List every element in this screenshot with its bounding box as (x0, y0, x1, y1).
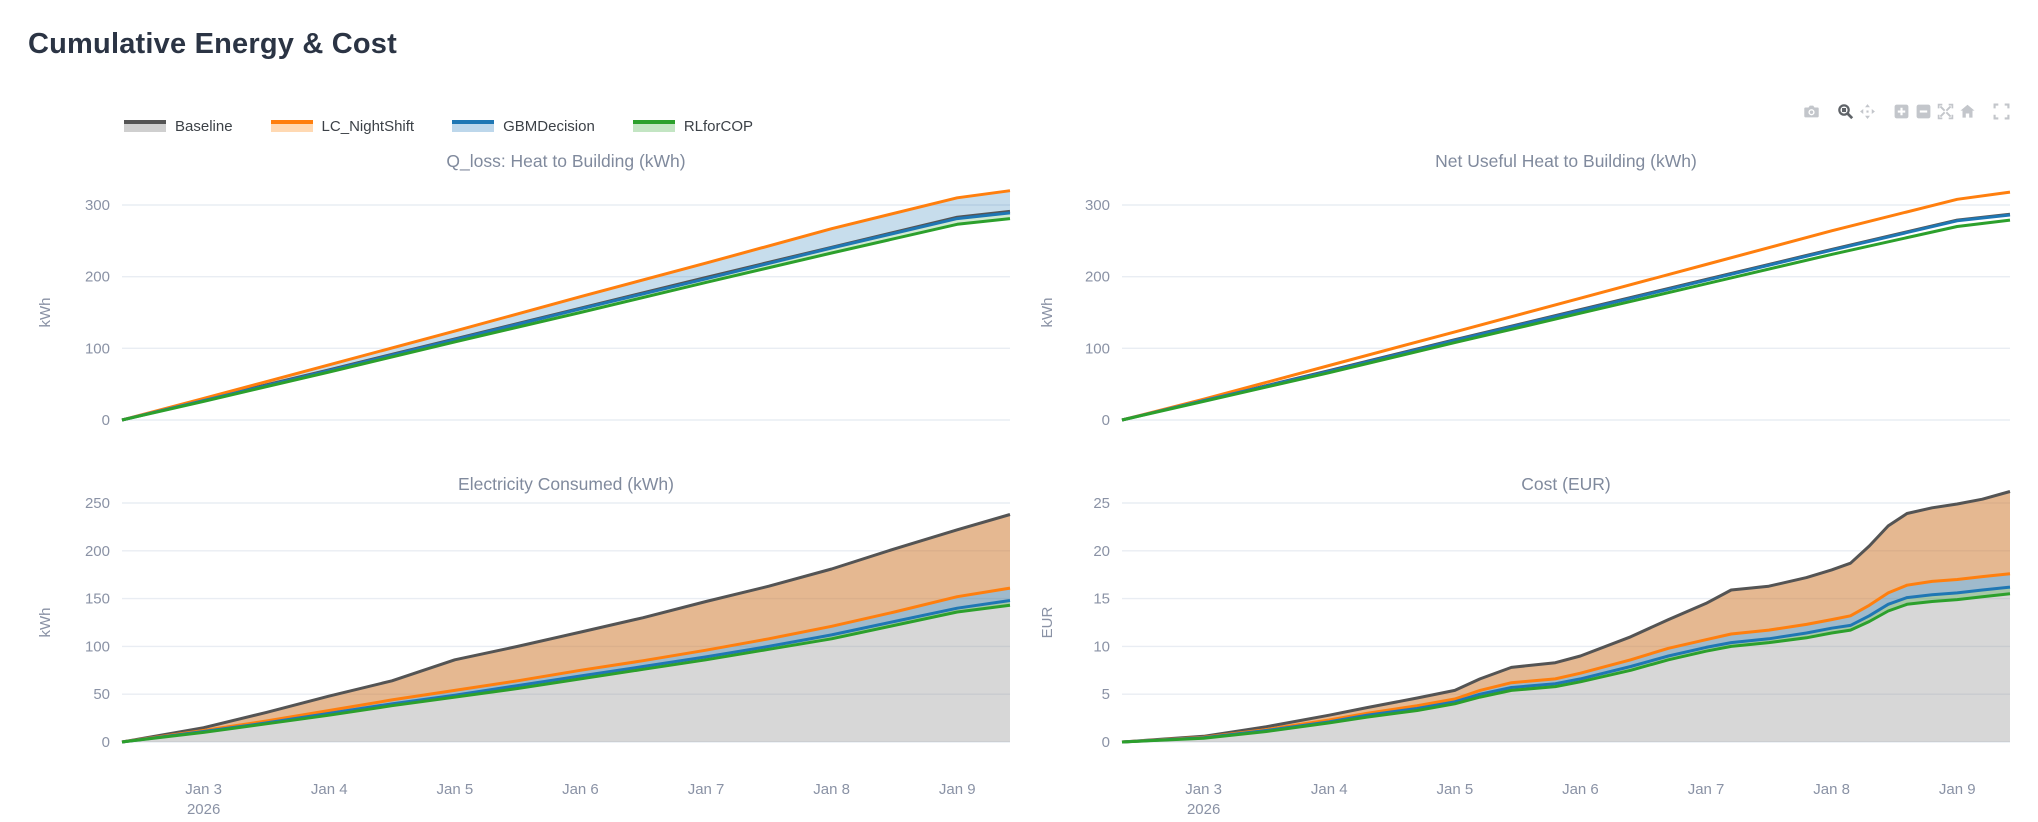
plot-area-net-useful-heat[interactable] (1122, 170, 2010, 430)
y-axis-title: kWh (37, 608, 54, 638)
autoscale-icon[interactable] (1934, 100, 1956, 122)
y-tick-label: 200 (85, 543, 110, 560)
series-fill (1122, 491, 2010, 742)
chart-cost-eur: 0 5 10 15 20 25 Cost (EUR) EUR Jan 3 2026 Jan 4 Jan… (1039, 468, 2011, 818)
series-line-lc_nightshift (1121, 572, 2011, 744)
y-tick-label: 200 (1085, 269, 1110, 286)
x-tick-label: Jan 5 (1436, 781, 1473, 798)
zoom-in-icon[interactable] (1890, 100, 1912, 122)
y-tick-label: 15 (1093, 591, 1110, 608)
plot-area-cost-eur[interactable] (1122, 468, 2010, 752)
y-tick-label: 150 (85, 591, 110, 608)
subplot-title: Net Useful Heat to Building (kWh) (1435, 151, 1697, 171)
subplot-title: Electricity Consumed (kWh) (458, 474, 674, 494)
legend-item-lc-nightshift[interactable]: LC_NightShift (270, 118, 415, 135)
y-tick-label: 50 (93, 686, 110, 703)
series-fill (122, 514, 1010, 742)
x-tick-label: Jan 9 (1939, 781, 1976, 798)
x-tick-label: Jan 7 (688, 781, 725, 798)
y-tick-label: 0 (102, 734, 110, 751)
home-icon[interactable] (1956, 100, 1978, 122)
page-title: Cumulative Energy & Cost (28, 28, 397, 60)
legend-item-baseline[interactable]: Baseline (124, 118, 233, 135)
legend-item-gbmdecision[interactable]: GBMDecision (452, 118, 595, 135)
x-tick-label: Jan 8 (1813, 781, 1850, 798)
y-tick-label: 10 (1093, 638, 1110, 655)
y-tick-label: 100 (1085, 340, 1110, 357)
chart-net-useful-heat: 0 100 200 300 Net Useful Heat to Building (k… (1039, 151, 2011, 430)
y-tick-label: 100 (85, 638, 110, 655)
y-tick-label: 0 (102, 412, 110, 429)
series-line-rlforcop (121, 603, 1011, 744)
plot-area-electricity-consumed[interactable] (122, 468, 1010, 752)
y-tick-label: 100 (85, 340, 110, 357)
legend-swatch-gbmdecision (452, 119, 495, 134)
y-tick-label: 20 (1093, 543, 1110, 560)
y-tick-label: 0 (1102, 734, 1110, 751)
series-line-rlforcop (1121, 592, 2011, 744)
series-line-gbmdecision (1121, 585, 2011, 744)
y-tick-label: 0 (1102, 412, 1110, 429)
x-tick-sublabel: 2026 (1187, 801, 1220, 818)
zoom-out-icon[interactable] (1912, 100, 1934, 122)
y-axis-title: kWh (1039, 298, 1056, 328)
x-tick-sublabel: 2026 (187, 801, 220, 818)
y-tick-label: 200 (85, 269, 110, 286)
pan-icon[interactable] (1856, 100, 1878, 122)
x-tick-label: Jan 9 (939, 781, 976, 798)
legend: Baseline LC_NightShift GBMDecision RLforCOP (124, 118, 753, 135)
x-tick-label: Jan 4 (1311, 781, 1348, 798)
chart-q-loss-heat: 0 100 200 300 Q_loss: Heat to Building (kWh)… (37, 151, 1011, 430)
camera-icon[interactable] (1800, 100, 1822, 122)
legend-item-rlforcop[interactable]: RLforCOP (632, 118, 753, 135)
series-line-rlforcop (121, 217, 1011, 422)
modebar (1800, 100, 2012, 122)
x-tick-label: Jan 8 (813, 781, 850, 798)
series-line-baseline (121, 513, 1011, 744)
zoom-icon[interactable] (1834, 100, 1856, 122)
x-tick-label: Jan 5 (436, 781, 473, 798)
y-axis-title: kWh (37, 298, 54, 328)
x-tick-label: Jan 4 (311, 781, 348, 798)
subplot-title: Cost (EUR) (1521, 474, 1610, 494)
y-tick-label: 250 (85, 495, 110, 512)
legend-label: RLforCOP (683, 118, 753, 135)
series-fill (1122, 491, 2010, 742)
series-fill (122, 190, 1010, 420)
plot-area-q-loss-heat[interactable] (122, 170, 1010, 430)
series-fill (1122, 573, 2010, 742)
y-tick-label: 25 (1093, 495, 1110, 512)
series-line-lc_nightshift (1121, 190, 2011, 422)
series-line-rlforcop (1121, 218, 2011, 422)
legend-label: GBMDecision (503, 118, 595, 135)
y-tick-label: 300 (1085, 197, 1110, 214)
y-tick-label: 300 (85, 197, 110, 214)
y-tick-label: 5 (1102, 686, 1110, 703)
legend-label: LC_NightShift (321, 118, 415, 135)
legend-swatch-lc-nightshift (270, 119, 313, 134)
chart-electricity-consumed: 0 50 100 150 200 250 Electricity Consumed (kWh… (37, 468, 1011, 818)
series-line-baseline (1121, 490, 2011, 744)
subplot-title: Q_loss: Heat to Building (kWh) (446, 151, 685, 172)
x-tick-label: Jan 3 (185, 781, 222, 798)
x-tick-label: Jan 7 (1688, 781, 1725, 798)
x-tick-label: Jan 6 (1562, 781, 1599, 798)
series-line-lc_nightshift (121, 189, 1011, 422)
legend-swatch-rlforcop (632, 119, 675, 134)
x-tick-label: Jan 3 (1185, 781, 1222, 798)
x-tick-label: Jan 6 (562, 781, 599, 798)
fullscreen-icon[interactable] (1990, 100, 2012, 122)
y-axis-title: EUR (1039, 606, 1056, 638)
legend-label: Baseline (175, 118, 233, 135)
series-line-lc_nightshift (121, 586, 1011, 744)
legend-swatch-baseline (124, 119, 166, 134)
